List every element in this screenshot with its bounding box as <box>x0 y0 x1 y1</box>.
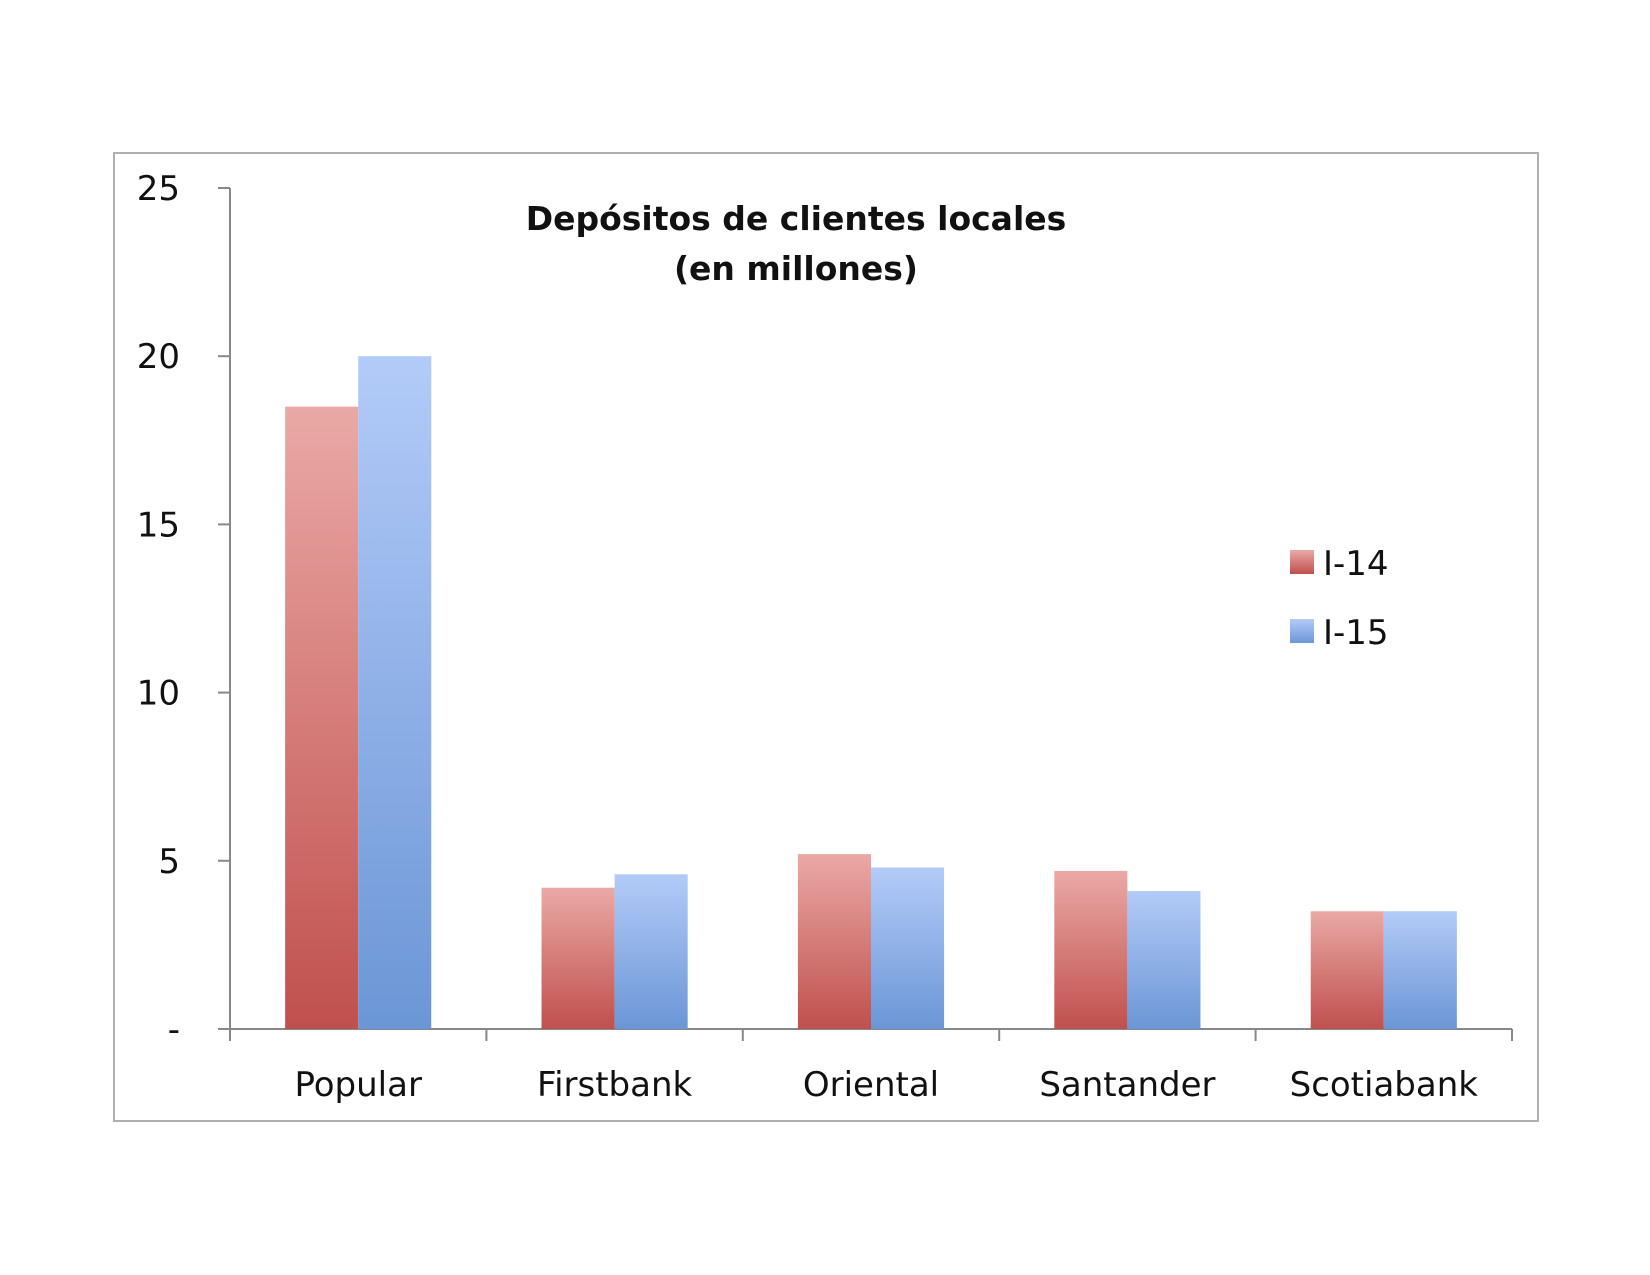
x-axis-labels: Popular Firstbank Oriental Santander Scotiab… <box>294 1065 1478 1105</box>
x-category-label: Scotiabank <box>1290 1065 1479 1105</box>
x-axis-ticks <box>229 1029 1513 1041</box>
bar-i-15-firstbank <box>614 874 688 1029</box>
legend-swatch <box>1290 619 1314 643</box>
bar-i-15-popular <box>358 356 432 1029</box>
chart-title-line2: (en millones) <box>674 249 918 288</box>
y-tick-label: 20 <box>137 337 180 377</box>
legend-label: I-15 <box>1323 613 1389 653</box>
bar-i-15-oriental <box>871 867 945 1029</box>
bar-i-14-oriental <box>797 854 871 1029</box>
bar-i-14-firstbank <box>541 887 615 1029</box>
bar-i-15-scotiabank <box>1383 911 1457 1029</box>
x-category-label: Firstbank <box>537 1065 693 1105</box>
y-axis-ticks: - 5 10 15 20 25 <box>137 169 230 1050</box>
x-category-label: Popular <box>294 1065 422 1105</box>
bars <box>285 356 1457 1029</box>
bar-i-14-santander <box>1054 870 1128 1029</box>
y-tick-label: 10 <box>137 674 180 714</box>
legend: I-14 I-15 <box>1290 544 1389 653</box>
y-tick-label: 25 <box>137 169 180 209</box>
bar-i-15-santander <box>1127 891 1201 1029</box>
x-category-label: Santander <box>1039 1065 1215 1105</box>
x-category-label: Oriental <box>803 1065 939 1105</box>
y-tick-label: 5 <box>158 842 180 882</box>
bar-i-14-scotiabank <box>1310 911 1384 1029</box>
y-tick-label: - <box>168 1010 180 1050</box>
bar-i-14-popular <box>285 406 359 1029</box>
y-tick-label: 15 <box>137 505 180 545</box>
chart-title-line1: Depósitos de clientes locales <box>526 199 1067 238</box>
legend-swatch <box>1290 550 1314 574</box>
legend-label: I-14 <box>1323 544 1389 584</box>
